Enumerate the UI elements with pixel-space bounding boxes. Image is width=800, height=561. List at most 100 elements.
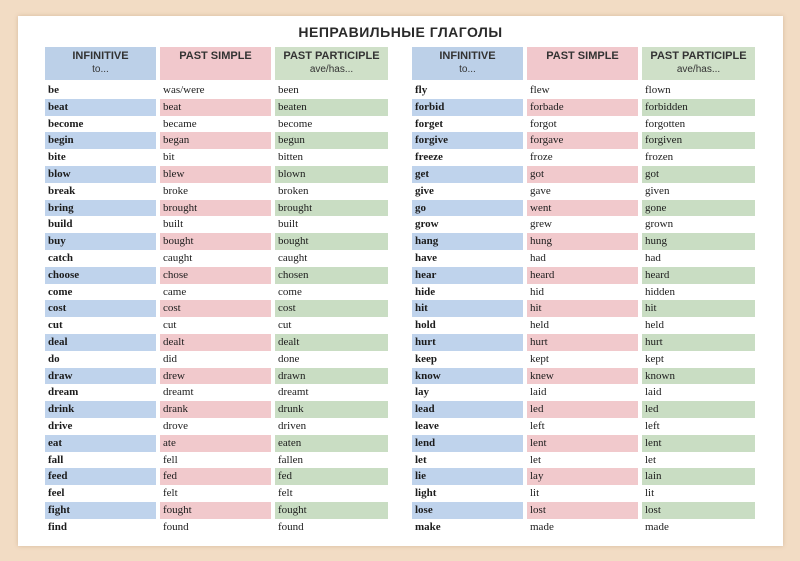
past-participle-cell: hung xyxy=(642,233,755,250)
past-participle-cell: hurt xyxy=(642,333,755,351)
infinitive-cell: cost xyxy=(45,300,156,318)
past-participle-cell: brought xyxy=(275,199,388,217)
infinitive-cell: begin xyxy=(45,132,156,150)
past-simple-cell: bought xyxy=(160,233,271,250)
past-participle-cell: led xyxy=(642,401,755,418)
infinitive-cell: bring xyxy=(45,199,156,217)
infinitive-cell: forbid xyxy=(412,98,523,116)
past-simple-cell: dreamt xyxy=(160,384,271,402)
past-participle-cell: eaten xyxy=(275,434,388,452)
infinitive-cell: blow xyxy=(45,165,156,183)
past-participle-cell: broken xyxy=(275,182,388,200)
past-participle-cell: forgotten xyxy=(642,115,755,133)
past-simple-cell: hit xyxy=(527,300,638,318)
infinitive-cell: find xyxy=(45,518,156,536)
past-simple-cell: beat xyxy=(160,98,271,116)
past-simple-cell: got xyxy=(527,165,638,183)
header-past-simple: PAST SIMPLE xyxy=(527,47,638,80)
past-simple-cell: bit xyxy=(160,149,271,166)
infinitive-cell: know xyxy=(412,367,523,385)
past-participle-cell: known xyxy=(642,367,755,385)
infinitive-cell: bite xyxy=(45,149,156,166)
past-participle-cell: had xyxy=(642,249,755,267)
infinitive-cell: get xyxy=(412,165,523,183)
past-simple-cell: fell xyxy=(160,451,271,469)
past-participle-cell: fed xyxy=(275,468,388,486)
past-simple-cell: brought xyxy=(160,199,271,217)
past-simple-cell: forgave xyxy=(527,132,638,150)
past-simple-cell: flew xyxy=(527,82,638,99)
past-simple-cell: blew xyxy=(160,165,271,183)
header-infinitive: INFINITIVE to... xyxy=(412,47,523,80)
past-simple-cell: lost xyxy=(527,501,638,519)
past-participle-cell: lit xyxy=(642,485,755,502)
infinitive-cell: let xyxy=(412,451,523,469)
infinitive-cell: drive xyxy=(45,417,156,435)
infinitive-cell: lend xyxy=(412,434,523,452)
past-simple-cell: ate xyxy=(160,434,271,452)
infinitive-cell: keep xyxy=(412,350,523,368)
past-simple-cell: hung xyxy=(527,233,638,250)
past-participle-cell: forgiven xyxy=(642,132,755,150)
past-simple-cell: had xyxy=(527,249,638,267)
infinitive-cell: drink xyxy=(45,401,156,418)
infinitive-cell: fall xyxy=(45,451,156,469)
past-participle-cell: dreamt xyxy=(275,384,388,402)
past-simple-cell: lent xyxy=(527,434,638,452)
past-simple-cell: became xyxy=(160,115,271,133)
past-participle-cell: flown xyxy=(642,82,755,99)
past-participle-cell: given xyxy=(642,182,755,200)
infinitive-cell: build xyxy=(45,216,156,234)
past-participle-cell: fought xyxy=(275,501,388,519)
past-participle-cell: drawn xyxy=(275,367,388,385)
past-simple-cell: heard xyxy=(527,266,638,284)
past-simple-cell: knew xyxy=(527,367,638,385)
past-simple-cell: gave xyxy=(527,182,638,200)
infinitive-cell: feed xyxy=(45,468,156,486)
past-simple-cell: hid xyxy=(527,283,638,301)
past-simple-cell: let xyxy=(527,451,638,469)
past-simple-cell: did xyxy=(160,350,271,368)
past-participle-cell: left xyxy=(642,417,755,435)
infinitive-cell: cut xyxy=(45,317,156,334)
past-participle-cell: laid xyxy=(642,384,755,402)
infinitive-cell: leave xyxy=(412,417,523,435)
past-simple-cell: made xyxy=(527,518,638,536)
infinitive-cell: forget xyxy=(412,115,523,133)
past-participle-cell: bitten xyxy=(275,149,388,166)
header-infinitive-sub: to... xyxy=(459,64,476,75)
infinitive-cell: fight xyxy=(45,501,156,519)
header-past-simple-label: PAST SIMPLE xyxy=(546,50,619,62)
past-participle-cell: hidden xyxy=(642,283,755,301)
infinitive-cell: make xyxy=(412,518,523,536)
infinitive-cell: give xyxy=(412,182,523,200)
infinitive-cell: become xyxy=(45,115,156,133)
past-participle-cell: done xyxy=(275,350,388,368)
past-participle-cell: made xyxy=(642,518,755,536)
past-participle-cell: felt xyxy=(275,485,388,502)
past-participle-cell: chosen xyxy=(275,266,388,284)
past-simple-cell: led xyxy=(527,401,638,418)
past-participle-cell: come xyxy=(275,283,388,301)
past-simple-cell: cut xyxy=(160,317,271,334)
past-participle-cell: caught xyxy=(275,249,388,267)
past-participle-cell: cost xyxy=(275,300,388,318)
past-simple-cell: felt xyxy=(160,485,271,502)
past-simple-cell: kept xyxy=(527,350,638,368)
past-participle-cell: built xyxy=(275,216,388,234)
infinitive-cell: come xyxy=(45,283,156,301)
past-participle-cell: found xyxy=(275,518,388,536)
past-simple-cell: caught xyxy=(160,249,271,267)
header-past-participle: PAST PARTICIPLE ave/has... xyxy=(275,47,388,80)
past-participle-cell: dealt xyxy=(275,333,388,351)
past-simple-cell: fed xyxy=(160,468,271,486)
infinitive-cell: grow xyxy=(412,216,523,234)
infinitive-cell: hear xyxy=(412,266,523,284)
infinitive-cell: buy xyxy=(45,233,156,250)
past-simple-cell: forgot xyxy=(527,115,638,133)
past-participle-cell: cut xyxy=(275,317,388,334)
verb-table-right: INFINITIVE to... PAST SIMPLE PAST PARTIC… xyxy=(412,47,755,536)
infinitive-cell: break xyxy=(45,182,156,200)
infinitive-cell: freeze xyxy=(412,149,523,166)
infinitive-cell: go xyxy=(412,199,523,217)
